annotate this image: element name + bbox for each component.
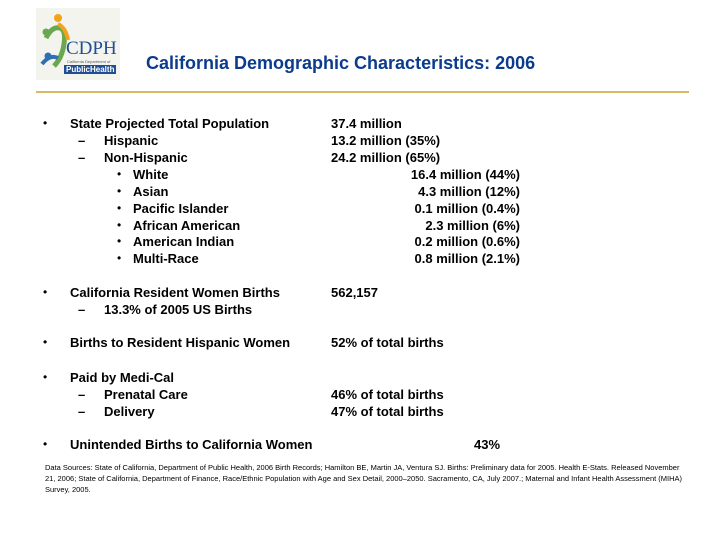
group-value: 0.2 million (0.6%) bbox=[414, 234, 520, 249]
births-label: California Resident Women Births bbox=[70, 285, 280, 300]
logo-public-health: PublicHealth bbox=[64, 65, 117, 74]
prenatal-label: Prenatal Care bbox=[104, 387, 188, 402]
cdph-logo: CDPH California Department of PublicHeal… bbox=[36, 8, 120, 80]
logo-brand: CDPH bbox=[66, 38, 117, 59]
data-sources: Data Sources: State of California, Depar… bbox=[45, 463, 683, 494]
medi-cal-label: Paid by Medi-Cal bbox=[70, 370, 175, 385]
group-label: Pacific Islander bbox=[133, 201, 229, 216]
page-title: California Demographic Characteristics: … bbox=[146, 53, 536, 73]
hispanic-births-value: 52% of total births bbox=[331, 335, 444, 350]
hispanic-label: Hispanic bbox=[104, 133, 159, 148]
bullet: • bbox=[117, 201, 122, 215]
population-value: 37.4 million bbox=[331, 116, 402, 131]
bullet: • bbox=[117, 167, 122, 181]
people-icon bbox=[40, 14, 70, 68]
bullet: • bbox=[117, 184, 122, 198]
dash: – bbox=[78, 404, 86, 419]
group-label: Multi-Race bbox=[133, 251, 199, 266]
bullet: • bbox=[43, 285, 48, 299]
prenatal-value: 46% of total births bbox=[331, 387, 444, 402]
bullet: • bbox=[117, 218, 122, 232]
bullet: • bbox=[43, 335, 48, 349]
bullet: • bbox=[43, 437, 48, 451]
dash: – bbox=[78, 150, 86, 165]
bullet: • bbox=[117, 234, 122, 248]
delivery-label: Delivery bbox=[104, 404, 155, 419]
title-divider bbox=[36, 91, 689, 93]
bullet: • bbox=[43, 116, 48, 130]
hispanic-births-label: Births to Resident Hispanic Women bbox=[70, 335, 291, 350]
unintended-label: Unintended Births to California Women bbox=[70, 437, 313, 452]
dash: – bbox=[78, 133, 86, 148]
bullet: • bbox=[43, 370, 48, 384]
group-value: 0.8 million (2.1%) bbox=[414, 251, 520, 266]
population-label: State Projected Total Population bbox=[70, 116, 270, 131]
group-value: 0.1 million (0.4%) bbox=[414, 201, 520, 216]
group-label: African American bbox=[133, 218, 241, 233]
group-value: 4.3 million (12%) bbox=[418, 184, 520, 199]
non-hispanic-label: Non-Hispanic bbox=[104, 150, 188, 165]
unintended-value: 43% bbox=[474, 437, 501, 452]
non-hispanic-value: 24.2 million (65%) bbox=[331, 150, 441, 165]
group-label: American Indian bbox=[133, 234, 235, 249]
bullet: • bbox=[117, 251, 122, 265]
dash: – bbox=[78, 387, 86, 402]
hispanic-value: 13.2 million (35%) bbox=[331, 133, 441, 148]
dash: – bbox=[78, 302, 86, 317]
group-value: 16.4 million (44%) bbox=[410, 167, 520, 182]
births-sub: 13.3% of 2005 US Births bbox=[104, 302, 253, 317]
logo-subtitle: California Department of bbox=[67, 59, 111, 64]
group-label: White bbox=[133, 167, 169, 182]
group-value: 2.3 million (6%) bbox=[425, 218, 520, 233]
delivery-value: 47% of total births bbox=[331, 404, 444, 419]
births-value: 562,157 bbox=[331, 285, 378, 300]
group-label: Asian bbox=[133, 184, 169, 199]
